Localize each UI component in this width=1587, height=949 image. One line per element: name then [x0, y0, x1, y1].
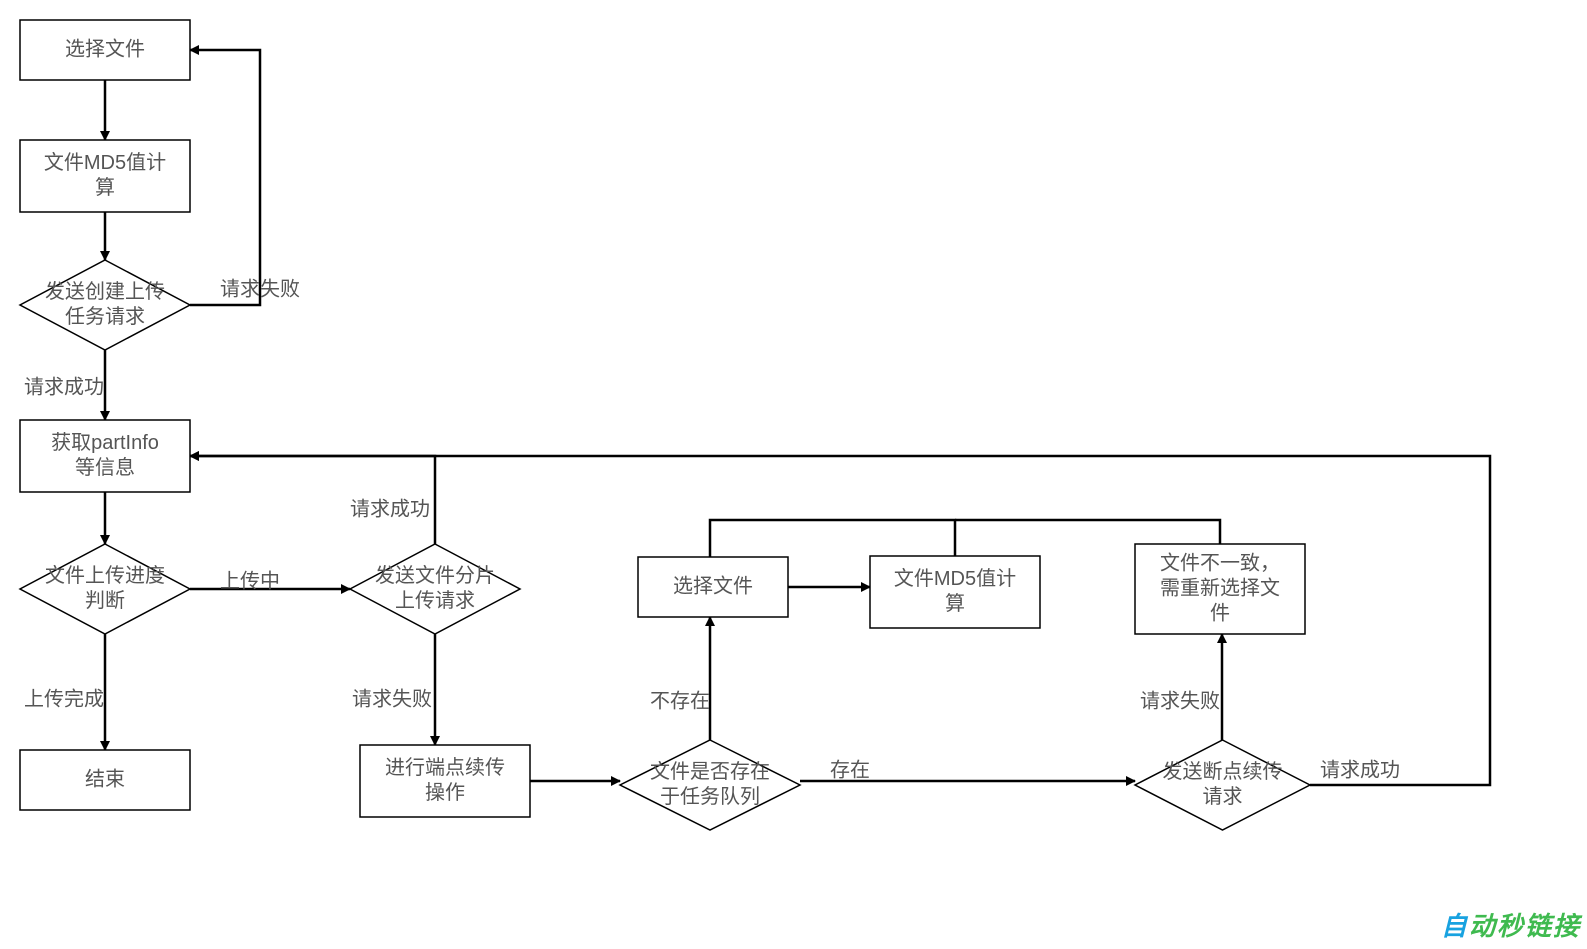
edge-label-e11: 不存在	[650, 689, 710, 712]
svg-text:算: 算	[945, 592, 965, 615]
svg-text:文件MD5值计: 文件MD5值计	[894, 567, 1016, 590]
edge-label-e4: 请求成功	[24, 375, 104, 398]
edge-e3	[190, 50, 260, 305]
edges-layer: 请求失败请求成功上传完成上传中请求成功请求失败不存在存在请求失败请求成功	[24, 50, 1490, 785]
svg-text:进行端点续传: 进行端点续传	[385, 756, 505, 779]
svg-text:文件MD5值计: 文件MD5值计	[44, 151, 166, 174]
svg-text:选择文件: 选择文件	[65, 37, 145, 60]
edge-label-e3: 请求失败	[220, 277, 300, 300]
svg-text:结束: 结束	[85, 767, 125, 790]
node-n_progress: 文件上传进度判断	[20, 544, 190, 634]
edge-e13	[710, 520, 955, 557]
flowchart-canvas: 请求失败请求成功上传完成上传中请求成功请求失败不存在存在请求失败请求成功 选择文…	[0, 0, 1587, 949]
edge-label-e14: 存在	[830, 758, 870, 781]
edge-label-e7: 上传中	[220, 569, 280, 592]
svg-text:需重新选择文: 需重新选择文	[1160, 576, 1280, 599]
svg-text:文件是否存在: 文件是否存在	[650, 760, 770, 783]
node-n_in_queue: 文件是否存在于任务队列	[620, 740, 800, 830]
edge-e16	[955, 520, 1220, 544]
svg-text:任务请求: 任务请求	[65, 305, 145, 328]
node-n_send_chunk: 发送文件分片上传请求	[350, 544, 520, 634]
node-n_create_upload: 发送创建上传任务请求	[20, 260, 190, 350]
edge-label-e17: 请求成功	[1320, 758, 1400, 781]
node-n_select_file_b: 选择文件	[638, 557, 788, 617]
node-n_send_resume: 发送断点续传请求	[1135, 740, 1310, 830]
node-n_partinfo: 获取partInfo等信息	[20, 420, 190, 492]
node-n_resume_op: 进行端点续传操作	[360, 745, 530, 817]
svg-text:于任务队列: 于任务队列	[660, 785, 760, 808]
svg-text:发送文件分片: 发送文件分片	[375, 564, 495, 587]
node-label-n_select_file_top: 选择文件	[65, 37, 145, 60]
node-n_md5_top: 文件MD5值计算	[20, 140, 190, 212]
svg-text:上传请求: 上传请求	[395, 589, 475, 612]
node-n_md5_b: 文件MD5值计算	[870, 556, 1040, 628]
svg-text:获取partInfo: 获取partInfo	[51, 431, 159, 454]
svg-text:发送创建上传: 发送创建上传	[45, 280, 165, 303]
svg-text:发送断点续传: 发送断点续传	[1163, 760, 1283, 783]
node-label-n_end: 结束	[85, 767, 125, 790]
edge-label-e8: 请求成功	[350, 497, 430, 520]
svg-text:判断: 判断	[85, 589, 125, 612]
edge-label-e15: 请求失败	[1140, 689, 1220, 712]
svg-text:件: 件	[1210, 601, 1230, 624]
node-n_mismatch: 文件不一致，需重新选择文件	[1135, 544, 1305, 634]
svg-text:文件上传进度: 文件上传进度	[45, 564, 165, 587]
svg-text:算: 算	[95, 176, 115, 199]
svg-text:请求: 请求	[1203, 785, 1243, 808]
svg-text:等信息: 等信息	[75, 456, 135, 479]
node-label-n_select_file_b: 选择文件	[673, 574, 753, 597]
svg-text:文件不一致，: 文件不一致，	[1160, 551, 1280, 574]
svg-text:选择文件: 选择文件	[673, 574, 753, 597]
svg-text:操作: 操作	[425, 781, 465, 804]
edge-label-e9: 请求失败	[352, 687, 432, 710]
edge-label-e6: 上传完成	[24, 687, 104, 710]
node-n_select_file_top: 选择文件	[20, 20, 190, 80]
node-n_end: 结束	[20, 750, 190, 810]
